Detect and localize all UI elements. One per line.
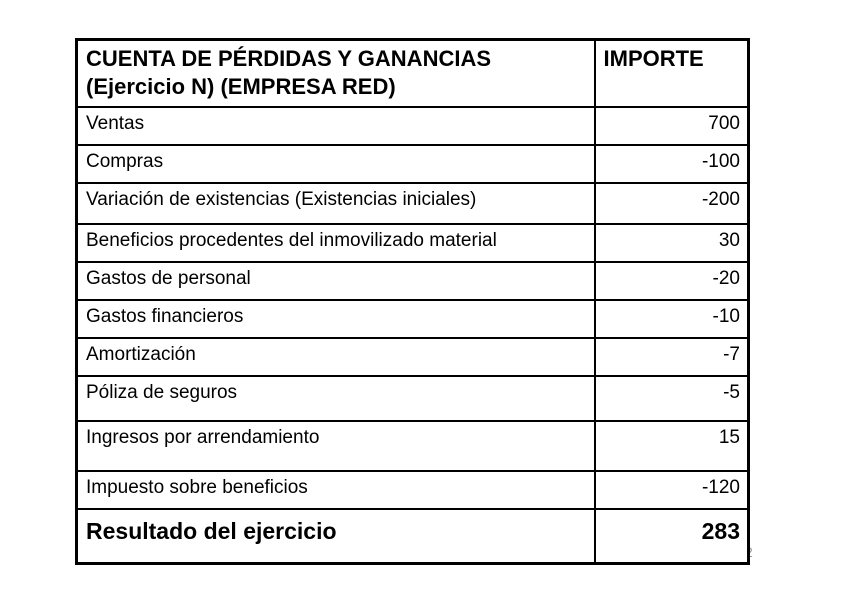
amount-cell: -5 xyxy=(593,374,750,422)
table-row: Amortización -7 xyxy=(75,336,750,377)
amount-cell: -200 xyxy=(593,181,750,225)
header-title-cell: CUENTA DE PÉRDIDAS Y GANANCIAS (Ejercici… xyxy=(75,38,596,108)
total-amount-cell: 283 xyxy=(593,507,750,565)
amount-cell: -7 xyxy=(593,336,750,377)
header-title-line2: (Ejercicio N) (EMPRESA RED) xyxy=(86,74,396,99)
concept-cell: Gastos financieros xyxy=(75,298,596,339)
header-amount-cell: IMPORTE xyxy=(593,38,750,108)
concept-cell: Variación de existencias (Existencias in… xyxy=(75,181,596,225)
concept-cell: Ingresos por arrendamiento xyxy=(75,419,596,472)
pnl-table-header: CUENTA DE PÉRDIDAS Y GANANCIAS (Ejercici… xyxy=(75,38,750,108)
concept-cell: Beneficios procedentes del inmovilizado … xyxy=(75,222,596,263)
amount-cell: -120 xyxy=(593,469,750,510)
table-row: Ingresos por arrendamiento 15 xyxy=(75,419,750,472)
pnl-table-body: Ventas 700 Compras -100 Variación de exi… xyxy=(75,105,750,510)
amount-cell: -20 xyxy=(593,260,750,301)
table-row: Compras -100 xyxy=(75,143,750,184)
header-row: CUENTA DE PÉRDIDAS Y GANANCIAS (Ejercici… xyxy=(75,38,750,108)
amount-cell: 30 xyxy=(593,222,750,263)
pnl-table: CUENTA DE PÉRDIDAS Y GANANCIAS (Ejercici… xyxy=(75,38,750,565)
amount-cell: 15 xyxy=(593,419,750,472)
concept-cell: Impuesto sobre beneficios xyxy=(75,469,596,510)
pnl-table-footer: Resultado del ejercicio 283 xyxy=(75,507,750,565)
amount-cell: 700 xyxy=(593,105,750,146)
total-row: Resultado del ejercicio 283 xyxy=(75,507,750,565)
concept-cell: Ventas xyxy=(75,105,596,146)
table-row: Impuesto sobre beneficios -120 xyxy=(75,469,750,510)
amount-cell: -100 xyxy=(593,143,750,184)
table-row: Ventas 700 xyxy=(75,105,750,146)
table-row: Variación de existencias (Existencias in… xyxy=(75,181,750,225)
table-row: Póliza de seguros -5 xyxy=(75,374,750,422)
concept-cell: Amortización xyxy=(75,336,596,377)
total-concept-cell: Resultado del ejercicio xyxy=(75,507,596,565)
table-row: Gastos financieros -10 xyxy=(75,298,750,339)
table-row: Gastos de personal -20 xyxy=(75,260,750,301)
header-title-line1: CUENTA DE PÉRDIDAS Y GANANCIAS xyxy=(86,46,492,71)
concept-cell: Compras xyxy=(75,143,596,184)
table-row: Beneficios procedentes del inmovilizado … xyxy=(75,222,750,263)
concept-cell: Póliza de seguros xyxy=(75,374,596,422)
concept-cell: Gastos de personal xyxy=(75,260,596,301)
amount-cell: -10 xyxy=(593,298,750,339)
